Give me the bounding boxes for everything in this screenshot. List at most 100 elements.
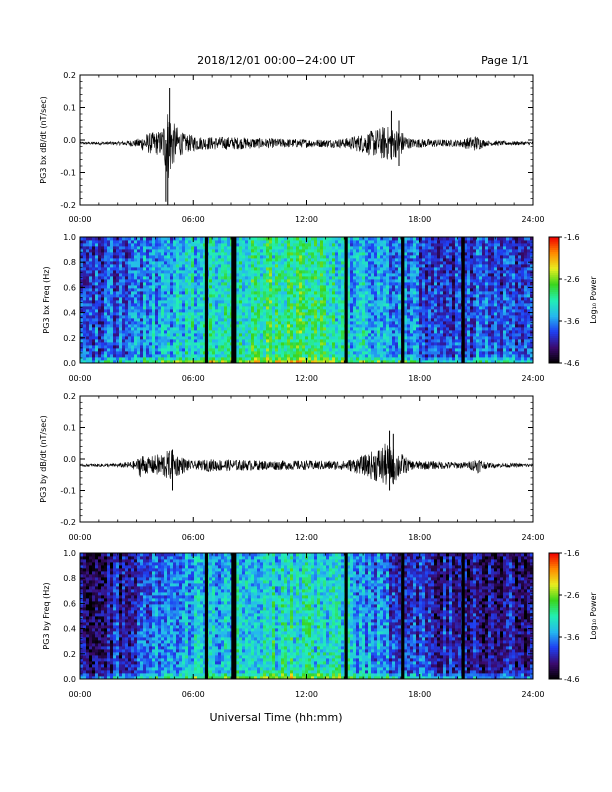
spectrogram-cell	[245, 261, 249, 265]
spectrogram-cell	[299, 339, 303, 343]
spectrogram-cell	[266, 345, 270, 349]
spectrogram-cell	[134, 336, 138, 340]
spectrogram-cell	[422, 336, 426, 340]
spectrogram-cell	[188, 264, 192, 268]
spectrogram-cell	[416, 276, 420, 280]
spectrogram-cell	[416, 240, 420, 244]
spectrogram-cell	[248, 354, 252, 358]
spectrogram-cell	[416, 345, 420, 349]
spectrogram-cell	[341, 276, 345, 280]
spectrogram-cell	[329, 327, 333, 331]
spectrogram-cell	[113, 315, 117, 319]
spectrogram-cell	[263, 249, 267, 253]
spectrogram-cell	[182, 270, 186, 274]
spectrogram-cell	[425, 315, 429, 319]
spectrogram-cell	[104, 294, 108, 298]
spectrogram-cell	[137, 288, 141, 292]
spectrogram-cell	[110, 348, 114, 352]
spectrogram-cell	[245, 321, 249, 325]
spectrogram-cell	[95, 249, 99, 253]
spectrogram-cell	[290, 324, 294, 328]
spectrogram-cell	[317, 321, 321, 325]
spectrogram-cell	[182, 273, 186, 277]
spectrogram-cell	[161, 348, 165, 352]
spectrogram-cell	[257, 360, 261, 364]
spectrogram-cell	[101, 249, 105, 253]
spectrogram-cell	[425, 300, 429, 304]
spectrogram-cell	[371, 345, 375, 349]
spectrogram-cell	[275, 267, 279, 271]
spectrogram-cell	[326, 330, 330, 334]
spectrogram-cell	[266, 282, 270, 286]
spectrogram-cell	[398, 297, 402, 301]
spectrogram-cell	[242, 249, 246, 253]
spectrogram-cell	[359, 279, 363, 283]
spectrogram-cell	[167, 246, 171, 250]
spectrogram-cell	[404, 297, 408, 301]
spectrogram-cell	[191, 294, 195, 298]
spectrogram-cell	[329, 357, 333, 361]
spectrogram-cell	[203, 342, 207, 346]
spectrogram-cell	[239, 294, 243, 298]
spectrogram-cell	[425, 270, 429, 274]
spectrogram-cell	[422, 303, 426, 307]
spectrogram-cell	[383, 300, 387, 304]
spectrogram-cell	[185, 252, 189, 256]
spectrogram-cell	[209, 303, 213, 307]
spectrogram-cell	[212, 339, 216, 343]
spectrogram-cell	[317, 300, 321, 304]
spectrogram-cell	[389, 288, 393, 292]
spectrogram-cell	[371, 339, 375, 343]
spectrogram-cell	[356, 282, 360, 286]
spectrogram-cell	[167, 291, 171, 295]
spectrogram-cell	[227, 306, 231, 310]
spectrogram-cell	[281, 243, 285, 247]
spectrogram-cell	[383, 336, 387, 340]
spectrogram-cell	[302, 237, 306, 241]
spectrogram-cell	[191, 273, 195, 277]
spectrogram-cell	[197, 306, 201, 310]
spectrogram-cell	[182, 246, 186, 250]
spectrogram-cell	[386, 276, 390, 280]
spectrogram-cell	[272, 318, 276, 322]
spectrogram-cell	[287, 258, 291, 262]
spectrogram-cell	[203, 357, 207, 361]
spectrogram-cell	[260, 288, 264, 292]
spectrogram-cell	[152, 339, 156, 343]
spectrogram-cell	[404, 348, 408, 352]
spectrogram-cell	[101, 297, 105, 301]
spectrogram-cell	[260, 249, 264, 253]
spectrogram-cell	[83, 252, 87, 256]
spectrogram-cell	[245, 339, 249, 343]
spectrogram-cell	[143, 255, 147, 259]
spectrogram-cell	[104, 330, 108, 334]
spectrogram-cell	[326, 285, 330, 289]
spectrogram-cell	[242, 300, 246, 304]
spectrogram-cell	[80, 354, 84, 358]
spectrogram-cell	[239, 351, 243, 355]
spectrogram-cell	[323, 276, 327, 280]
spectrogram-cell	[302, 348, 306, 352]
spectrogram-cell	[167, 270, 171, 274]
spectrogram-cell	[203, 315, 207, 319]
spectrogram-cell	[170, 360, 174, 364]
spectrogram-cell	[326, 324, 330, 328]
spectrogram-cell	[302, 255, 306, 259]
spectrogram-cell	[404, 339, 408, 343]
spectrogram-cell	[326, 336, 330, 340]
spectrogram-cell	[227, 339, 231, 343]
spectrogram-cell	[392, 306, 396, 310]
spectrogram-cell	[263, 288, 267, 292]
spectrogram-cell	[383, 270, 387, 274]
spectrogram-cell	[245, 345, 249, 349]
spectrogram-cell	[320, 240, 324, 244]
spectrogram-cell	[128, 246, 132, 250]
spectrogram-cell	[287, 327, 291, 331]
spectrogram-cell	[305, 309, 309, 313]
spectrogram-cell	[203, 354, 207, 358]
spectrogram-cell	[218, 237, 222, 241]
spectrogram-cell	[383, 312, 387, 316]
spectrogram-cell	[182, 240, 186, 244]
spectrogram-cell	[110, 357, 114, 361]
spectrogram-cell	[290, 291, 294, 295]
